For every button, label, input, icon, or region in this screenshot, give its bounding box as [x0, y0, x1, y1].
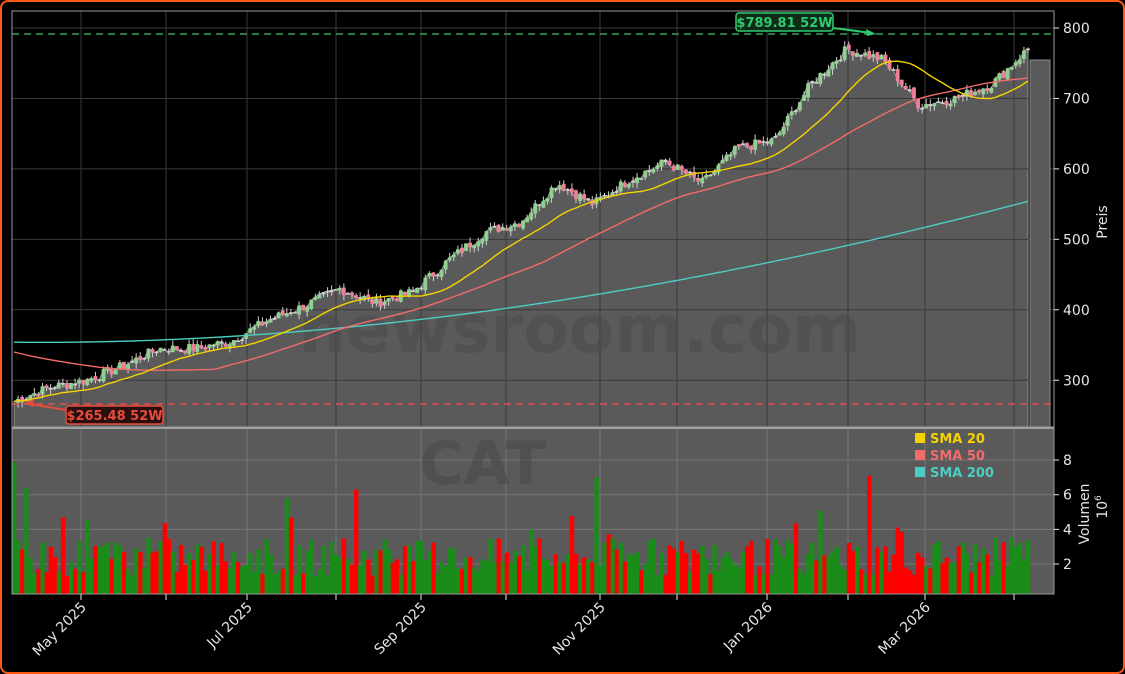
x-tick-label: Jul 2025 [204, 600, 256, 652]
site-watermark: newsroom.com [299, 291, 861, 368]
volume-tick-label: 6 [1063, 488, 1072, 504]
x-tick-label: Nov 2025 [550, 600, 609, 659]
price-axis: 300 400 500 600 700 800 [1054, 21, 1090, 389]
volume-panel: CAT SMA 20 SMA 50 SMA 200 2 4 6 8 Volumen 1… [11, 427, 1111, 595]
price-tick-label: 700 [1063, 91, 1090, 107]
sma20-line [13, 60, 1029, 403]
ticker-watermark: CAT [420, 429, 547, 499]
low-52w-label: $265.48 52W [66, 409, 162, 424]
sma200-legend-label: SMA 200 [930, 466, 994, 481]
legend-item-sma200: SMA 200 [915, 466, 994, 481]
sma200-line [14, 200, 1029, 343]
sma200-swatch [915, 467, 925, 477]
sma50-line [13, 77, 1029, 371]
price-tick-label: 800 [1063, 21, 1090, 37]
high-52w-label: $789.81 52W [736, 16, 832, 31]
x-axis: May 2025 Jul 2025 Sep 2025 Nov 2025 Jan 2026… [30, 594, 1015, 660]
price-tick-label: 400 [1063, 303, 1090, 319]
sma20-swatch [915, 433, 925, 443]
price-tick-label: 300 [1063, 373, 1090, 389]
volume-bars [12, 461, 1031, 594]
legend-item-sma20: SMA 20 [915, 432, 985, 447]
volume-tick-label: 2 [1063, 557, 1072, 573]
x-tick-label: May 2025 [30, 600, 90, 660]
x-tick-label: Sep 2025 [372, 600, 430, 658]
volume-exponent: 106 [1094, 495, 1111, 519]
sma50-swatch [915, 450, 925, 460]
volume-tick-label: 4 [1063, 522, 1072, 538]
volume-axis: 2 4 6 8 [1054, 453, 1072, 573]
price-grid [12, 11, 1054, 427]
high-52w-annotation: $789.81 52W [735, 12, 876, 36]
svg-text:106: 106 [1094, 495, 1111, 519]
volume-tick-label: 8 [1063, 453, 1072, 469]
sma50-legend-label: SMA 50 [930, 449, 985, 464]
low-52w-annotation: $265.48 52W [24, 399, 164, 425]
x-tick-label: Jan 2026 [720, 599, 776, 655]
price-tick-label: 500 [1063, 232, 1090, 248]
x-tick-label: Mar 2026 [875, 599, 933, 657]
volume-axis-title: Volumen [1077, 484, 1093, 545]
price-axis-title: Preis [1095, 205, 1111, 238]
price-tick-label: 600 [1063, 162, 1090, 178]
last-price-box [1029, 59, 1051, 427]
legend: SMA 20 SMA 50 SMA 200 [915, 432, 994, 481]
sma20-legend-label: SMA 20 [930, 432, 985, 447]
legend-item-sma50: SMA 50 [915, 449, 985, 464]
price-panel: newsroom.com $789.81 52W $2 [11, 10, 1111, 428]
